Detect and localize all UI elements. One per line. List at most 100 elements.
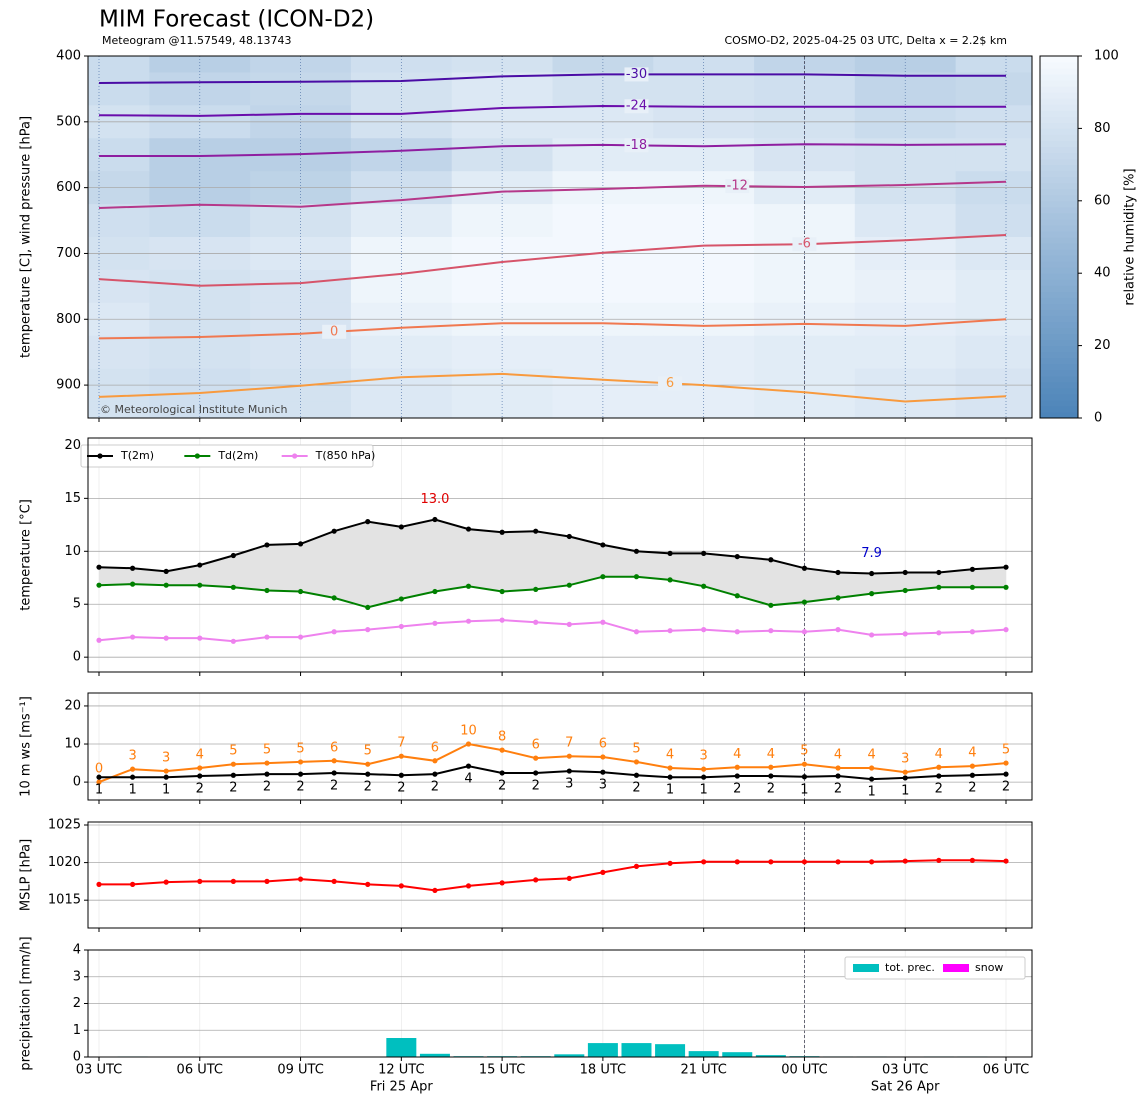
point [163, 582, 169, 588]
humidity-cell [955, 56, 1032, 73]
point [768, 557, 774, 563]
y-tick-label: 10 [64, 737, 81, 752]
y-tick-label: 2 [73, 996, 81, 1011]
colorbar-slice [1040, 315, 1078, 322]
colorbar-slice [1040, 86, 1078, 93]
legend-box [844, 956, 1026, 980]
point [297, 771, 304, 777]
point [566, 582, 572, 588]
isotherm-label-bg [725, 179, 750, 194]
point [633, 574, 640, 580]
value-label: 5 [263, 743, 271, 758]
colorbar-slice [1040, 327, 1078, 335]
humidity-cell [149, 56, 251, 73]
bar [621, 1043, 652, 1057]
x-tick-label: 03 UTC [76, 1063, 122, 1078]
y-axis-label: temperature [°C] [19, 499, 34, 611]
point [197, 562, 203, 568]
panel-frame [87, 55, 1033, 419]
isotherm-label-bg [792, 237, 817, 252]
value-label: 4 [666, 748, 674, 763]
value-label: 7 [397, 736, 405, 751]
x-tick-label: 06 UTC [983, 1063, 1029, 1078]
colorbar-slice [1040, 279, 1078, 286]
value-label: 3 [599, 778, 607, 793]
humidity-cell [451, 401, 553, 418]
point [230, 878, 236, 884]
y-axis-label: precipitation [mm/h] [19, 936, 34, 1070]
colorbar-slice [1040, 243, 1078, 250]
point [701, 766, 707, 772]
point [163, 879, 169, 885]
isotherm-label: -24 [626, 99, 647, 114]
point [902, 631, 908, 637]
point [465, 618, 472, 624]
value-label: 5 [229, 744, 237, 759]
point [902, 858, 908, 864]
point [801, 859, 808, 865]
isotherm [98, 372, 1007, 403]
y-tick-label: 0 [73, 1050, 81, 1065]
colorbar-slice [1040, 351, 1078, 359]
y-tick-label: 5 [73, 597, 81, 612]
value-label: 3 [700, 749, 708, 764]
humidity-cell [250, 56, 352, 73]
point [667, 860, 673, 866]
point [633, 759, 640, 765]
panel: 0 1 2 3 4 precipitation [mm/h] 03 UTC 06 UTC 09 … [19, 936, 1033, 1095]
humidity-cell [350, 269, 453, 304]
y-tick-label: 20 [64, 438, 81, 453]
colorbar-slice [1040, 291, 1078, 298]
point [197, 635, 203, 641]
humidity-cell [250, 335, 352, 370]
humidity-cell [955, 72, 1032, 106]
point [297, 588, 304, 595]
value-label: 13.0 [420, 492, 449, 507]
date-label: Fri 25 Apr [370, 1080, 433, 1095]
point [533, 877, 539, 883]
isotherm [98, 234, 1007, 287]
y-tick-label: 10 [64, 544, 81, 559]
isotherm-label-bg [322, 324, 347, 339]
colorbar-slice [1040, 206, 1078, 214]
isotherm [98, 104, 1006, 117]
humidity-cell [854, 269, 957, 304]
value-label: 0 [95, 762, 103, 777]
y-tick-label: 15 [64, 491, 81, 506]
humidity-cell [653, 269, 755, 304]
point [667, 774, 673, 780]
colorbar-slice [1040, 224, 1078, 232]
copyright: © Meteorological Institute Munich [100, 403, 287, 416]
y-tick-label: 500 [56, 114, 81, 129]
point [600, 574, 606, 580]
point [801, 565, 808, 571]
colorbar-slice [1040, 98, 1078, 105]
point [533, 528, 539, 534]
y-tick-label: 4 [73, 943, 81, 958]
point [801, 629, 808, 635]
panel: 0 5 10 15 20 temperature [°C] 13.0 7.9 T(2m) Td(2… [19, 437, 1033, 676]
value-label: 2 [834, 782, 842, 797]
point [633, 772, 640, 778]
value-label: 6 [330, 740, 338, 755]
point [633, 548, 640, 554]
colorbar-slice [1040, 182, 1078, 190]
colorbar-slice [1040, 152, 1078, 160]
colorbar-slice [1040, 62, 1078, 69]
colorbar-tick-label: 80 [1094, 121, 1111, 136]
isotherm-label: -12 [727, 179, 748, 194]
colorbar-slice [1040, 140, 1078, 147]
point [701, 774, 707, 780]
point [869, 591, 875, 597]
point [297, 541, 304, 547]
colorbar-slice [1040, 345, 1078, 353]
legend-label: tot. prec. [885, 961, 935, 974]
x-tick-label: 15 UTC [479, 1063, 525, 1078]
point [331, 528, 337, 534]
point [701, 583, 707, 589]
point [499, 770, 505, 776]
legend-dot [194, 453, 200, 459]
point [768, 773, 774, 779]
humidity-cell [552, 269, 654, 304]
point [163, 635, 169, 641]
